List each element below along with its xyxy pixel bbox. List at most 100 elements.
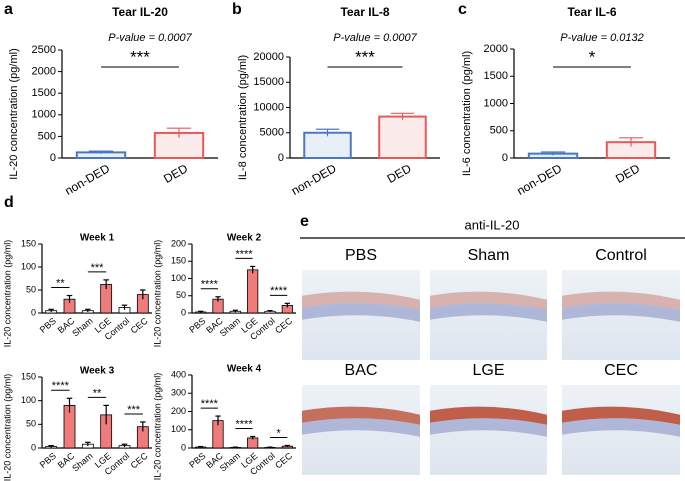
y-tick-label: 400 [171,369,186,379]
chart-title: Week 3 [80,366,115,377]
micrograph [430,270,547,360]
y-tick-label: 50 [176,290,186,300]
epithelium [562,406,680,425]
epithelium [562,291,680,310]
y-tick-label: 500 [38,130,56,142]
y-tick-label: 10000 [253,101,284,113]
y-tick-label: 2500 [32,44,56,56]
y-tick-label: 0 [502,152,508,164]
y-tick-label: 200 [171,406,186,416]
y-tick-label: 0 [181,442,186,452]
y-axis-label: IL-20 concentration (pg/ml) [2,374,12,481]
x-tick-label: CEC [129,450,150,470]
y-tick-label: 0 [50,152,56,164]
y-tick-label: 200 [171,238,186,248]
y-axis-label: IL-20 concentration (pg/ml) [152,373,162,481]
y-tick-label: 2000 [484,43,508,55]
epithelium [302,406,420,425]
x-tick-label: PBS [38,451,58,470]
stroma [562,418,680,437]
chart-title: Week 4 [227,364,262,375]
significance-label: **** [52,380,70,392]
histology-label: Control [595,247,647,264]
y-axis-label: IL-20 concentration (pg/ml) [152,240,162,348]
significance-label: **** [270,285,288,297]
bar [247,437,259,449]
annotation: P-value = 0.0007 [108,32,192,44]
epithelium [430,291,547,310]
significance-label: *** [91,262,105,274]
y-tick-label: 20000 [253,51,284,63]
x-tick-label: Sham [70,451,94,474]
panel-label: c [458,1,467,18]
y-tick-label: 300 [171,388,186,398]
panel-label: a [4,1,13,18]
y-tick-label: 50 [26,419,36,429]
micrograph [302,385,420,475]
x-tick-label: non-DED [289,161,339,198]
y-tick-label: 150 [21,238,36,248]
epithelium [430,406,547,425]
significance-label: *** [127,404,141,416]
significance-label: **** [201,398,219,410]
x-tick-label: CEC [129,315,150,335]
stroma [302,303,420,322]
y-axis-label: IL-8 concentration (pg/ml) [237,55,249,180]
chart-title: Tear IL-6 [567,5,616,19]
bar [247,269,259,314]
panel-label: d [4,194,14,211]
y-axis-label: IL-6 concentration (pg/ml) [461,51,473,176]
stroma [430,303,547,322]
y-tick-label: 1500 [484,70,508,82]
chart-title: Week 1 [80,233,115,244]
y-tick-label: 100 [21,395,36,405]
micrograph [430,385,547,475]
y-tick-label: 1000 [484,97,508,109]
y-tick-label: 0 [31,307,36,317]
histology-label: BAC [345,362,378,379]
y-axis-label: IL-20 concentration (pg/ml) [2,240,12,348]
epithelium [302,291,420,310]
significance-label: **** [201,279,219,291]
bar [303,131,352,159]
y-tick-label: 100 [21,261,36,271]
annotation: P-value = 0.0007 [333,32,417,44]
histology-label: PBS [345,247,377,264]
x-tick-label: non-DED [62,161,112,198]
chart-title: Week 2 [227,233,262,244]
x-tick-label: DED [613,161,642,186]
panel-label: b [232,1,242,18]
histology-label: CEC [604,362,638,379]
y-tick-label: 0 [181,307,186,317]
x-tick-label: DED [385,161,414,186]
stroma [302,418,420,437]
x-tick-label: non-DED [514,161,564,198]
panel-label: e [300,213,309,230]
y-axis-label: IL-20 concentration (pg/ml) [8,48,20,179]
histology-title: anti-IL-20 [465,217,520,232]
chart-title: Tear IL-8 [340,5,389,19]
significance-label: **** [235,418,253,430]
micrograph [562,270,680,360]
y-tick-label: 2000 [32,66,56,78]
significance-label: **** [235,248,253,260]
y-tick-label: 100 [171,424,186,434]
stroma [562,303,680,322]
stroma [430,418,547,437]
micrograph [562,385,680,475]
y-tick-label: 500 [490,125,508,137]
y-tick-label: 0 [278,152,284,164]
significance-label: *** [130,47,150,66]
bar [378,115,427,159]
x-tick-label: CEC [273,315,294,335]
significance-label: * [277,427,282,439]
x-tick-label: PBS [187,451,207,470]
x-tick-label: PBS [38,316,58,335]
y-tick-label: 150 [21,371,36,381]
y-tick-label: 150 [171,256,186,266]
y-tick-label: 5000 [260,127,284,139]
y-tick-label: 1500 [32,87,56,99]
y-tick-label: 100 [171,273,186,283]
histology-label: LGE [472,362,504,379]
x-tick-label: CEC [273,450,294,470]
